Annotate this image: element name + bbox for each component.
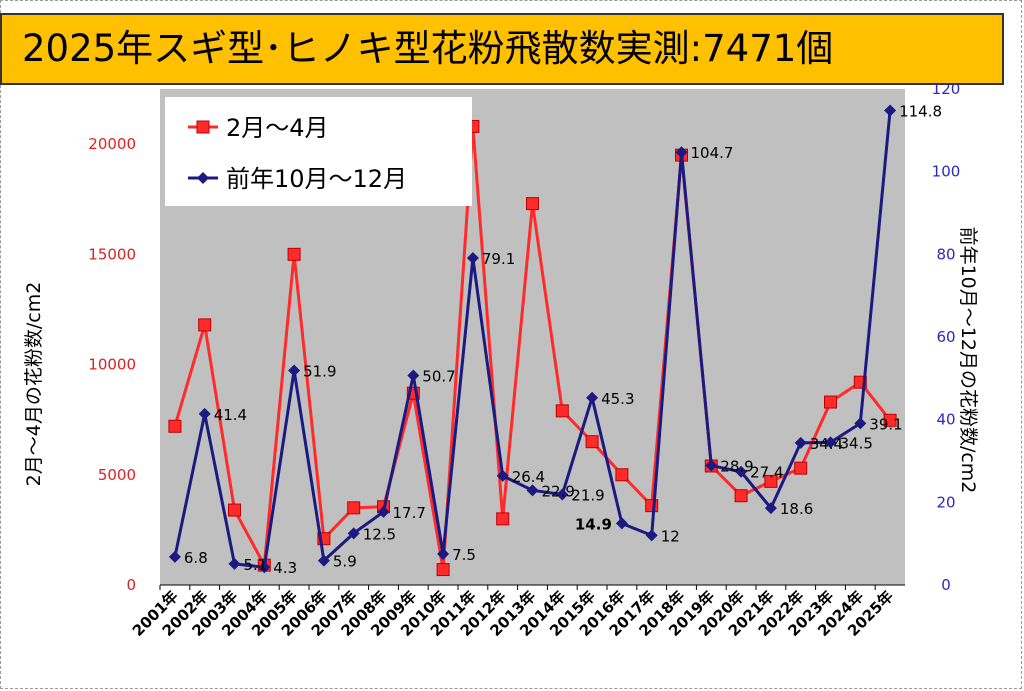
point-prev-oct-dec	[347, 527, 360, 540]
point-prev-oct-dec	[258, 561, 271, 574]
point-feb-apr	[764, 474, 778, 488]
y-left-tick-label: 5000	[98, 466, 136, 484]
y-right-tick-label: 80	[936, 245, 955, 263]
point-prev-oct-dec	[317, 554, 330, 567]
point-feb-apr	[555, 404, 569, 418]
data-label: 45.3	[601, 390, 634, 408]
point-feb-apr	[734, 489, 748, 503]
data-label: 41.4	[214, 406, 247, 424]
legend-label-feb-apr: 2月～4月	[226, 114, 329, 142]
legend-box	[165, 97, 472, 206]
data-label: 5.9	[333, 553, 357, 571]
y-right-tick-label: 0	[941, 576, 951, 594]
data-label: 39.1	[869, 415, 902, 433]
data-label: 7.5	[452, 546, 476, 564]
point-feb-apr	[526, 197, 539, 211]
legend-marker-diamond	[197, 172, 209, 184]
data-label: 34.5	[840, 434, 873, 452]
point-prev-oct-dec	[824, 436, 837, 449]
point-prev-oct-dec	[437, 548, 450, 560]
y-left-tick-label: 10000	[88, 356, 136, 374]
point-feb-apr	[883, 413, 897, 427]
data-label: 50.7	[422, 367, 455, 385]
y-right-tick-label: 60	[936, 328, 955, 346]
point-prev-oct-dec	[377, 505, 390, 518]
y-right-tick-label: 40	[936, 411, 955, 429]
data-label: 18.6	[780, 500, 813, 518]
point-prev-oct-dec	[705, 459, 718, 472]
x-axis: 2001年2002年2003年2004年2005年2006年2007年2008年…	[129, 585, 897, 640]
point-feb-apr	[824, 395, 837, 409]
data-label: 104.7	[691, 144, 734, 162]
y-right-tick-label: 100	[932, 163, 961, 181]
point-prev-oct-dec	[645, 529, 658, 542]
data-label: 114.8	[899, 102, 942, 120]
y-axis-left-title: 2月～4月の花粉数/cm2	[23, 282, 45, 487]
point-feb-apr	[228, 503, 241, 517]
y-left-tick-label: 0	[126, 576, 136, 594]
legend: 2月～4月 前年10月～12月	[165, 97, 472, 206]
point-prev-oct-dec	[764, 502, 777, 515]
y-right-tick-label: 120	[932, 80, 961, 98]
data-labels: 6.8 41.4 5.1 4.3 51.9 5.9 12.5 17.7 50.7 7.5 79.1 2…	[184, 102, 942, 577]
point-prev-oct-dec	[496, 469, 509, 482]
y-right-tick-label: 20	[936, 493, 955, 511]
point-feb-apr	[198, 318, 212, 332]
data-label: 6.8	[184, 549, 208, 567]
data-label: 22.9	[542, 482, 575, 500]
point-prev-oct-dec	[556, 488, 569, 501]
title-banner: 2025年スギ型･ヒノキ型花粉飛散数実測:7471個	[0, 13, 1004, 85]
point-prev-oct-dec	[526, 484, 539, 497]
chart-title: 2025年スギ型･ヒノキ型花粉飛散数実測:7471個	[22, 27, 834, 70]
y-left-tick-label: 20000	[88, 135, 136, 153]
point-feb-apr	[168, 419, 182, 433]
point-prev-oct-dec	[288, 364, 301, 377]
y-axis-right-title: 前年10月～12月の花粉数/cm2	[957, 227, 979, 494]
data-label: 14.9	[575, 515, 612, 533]
point-prev-oct-dec	[168, 550, 181, 563]
point-feb-apr	[287, 247, 301, 261]
data-label: 21.9	[571, 486, 604, 504]
point-prev-oct-dec	[407, 369, 420, 382]
data-label: 12.5	[363, 525, 396, 543]
point-feb-apr	[585, 435, 599, 449]
point-feb-apr	[496, 512, 510, 526]
point-feb-apr	[615, 468, 629, 482]
data-label: 17.7	[393, 504, 426, 522]
point-feb-apr	[436, 563, 450, 577]
y-left-tick-label: 15000	[88, 245, 136, 263]
data-label: 28.9	[720, 458, 753, 476]
point-prev-oct-dec	[794, 436, 807, 449]
point-prev-oct-dec	[854, 417, 867, 430]
point-feb-apr	[645, 499, 659, 513]
point-feb-apr	[347, 501, 361, 515]
point-prev-oct-dec	[615, 517, 628, 530]
series-feb-apr	[168, 119, 897, 577]
point-prev-oct-dec	[884, 104, 897, 117]
data-label: 79.1	[482, 250, 515, 268]
series-prev-oct-dec	[168, 104, 897, 574]
data-label: 34.4	[810, 435, 843, 453]
y-axis-left: 0 5000 10000 15000 20000	[88, 135, 136, 594]
data-label: 51.9	[303, 362, 336, 380]
y-axis-right: 0 20 40 60 80 100 120	[932, 80, 961, 594]
data-label: 12	[661, 527, 680, 545]
data-label: 5.1	[244, 556, 268, 574]
point-prev-oct-dec	[735, 465, 748, 478]
data-label: 4.3	[273, 559, 297, 577]
point-prev-oct-dec	[466, 252, 479, 265]
legend-marker-square	[196, 120, 210, 134]
data-label: 26.4	[512, 468, 545, 486]
point-prev-oct-dec	[228, 557, 241, 570]
point-prev-oct-dec	[198, 407, 211, 420]
legend-label-prev-oct-dec: 前年10月～12月	[226, 165, 407, 193]
point-prev-oct-dec	[675, 146, 688, 159]
point-prev-oct-dec	[586, 391, 599, 404]
point-feb-apr	[794, 461, 808, 475]
data-label: 27.4	[750, 464, 783, 482]
